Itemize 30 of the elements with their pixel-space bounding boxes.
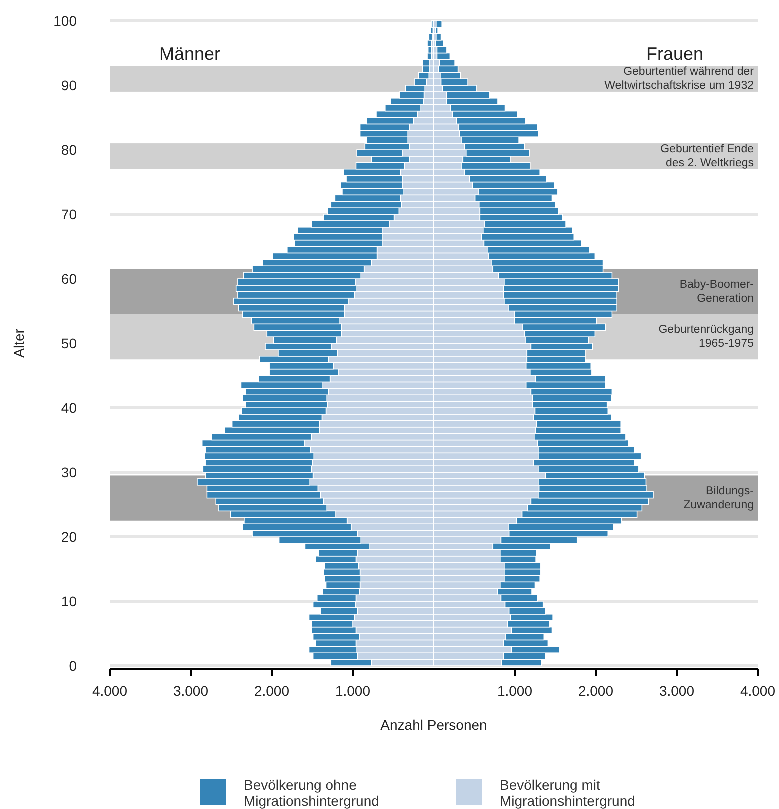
y-axis-title: Alter — [11, 328, 27, 358]
y-tick-label: 100 — [54, 13, 78, 29]
annotation: Männer — [159, 44, 221, 64]
y-tick-label: 80 — [61, 142, 78, 158]
x-tick-label: 3.000 — [173, 683, 209, 699]
legend-label: Bevölkerung ohne Migrationshintergrund — [244, 777, 380, 809]
y-tick-label: 10 — [61, 594, 78, 610]
x-tick-label: 2.000 — [254, 683, 290, 699]
y-tick-label: 20 — [61, 529, 78, 545]
x-tick-label: 2.000 — [578, 683, 614, 699]
band-label: Baby-Boomer- Generation — [680, 278, 754, 305]
y-tick-label: 40 — [61, 400, 78, 416]
y-tick-label: 0 — [69, 658, 78, 674]
band-label: Geburtenrückgang 1965-1975 — [658, 324, 754, 350]
annotation: Frauen — [646, 44, 704, 64]
y-tick-label: 60 — [61, 271, 78, 287]
y-tick-label: 70 — [61, 206, 78, 222]
band-label: Geburtentief während der Weltwirtschaftskrise um 1932 — [604, 66, 754, 92]
x-tick-label: 1.000 — [335, 683, 371, 699]
y-tick-label: 30 — [61, 464, 78, 480]
band-label: Geburtentief Ende des 2. Weltkriegs — [660, 143, 754, 170]
x-tick-label: 4.000 — [92, 683, 128, 699]
y-tick-label: 50 — [61, 336, 78, 352]
x-tick-label: 4.000 — [740, 683, 776, 699]
x-tick-label: 1.000 — [497, 683, 533, 699]
legend-label: Bevölkerung mit Migrationshintergrund — [500, 777, 636, 809]
x-tick-label: 3.000 — [659, 683, 695, 699]
x-axis-title: Anzahl Personen — [380, 717, 488, 733]
band-label: Bildungs- Zuwanderung — [684, 485, 754, 512]
y-tick-label: 90 — [61, 78, 78, 94]
